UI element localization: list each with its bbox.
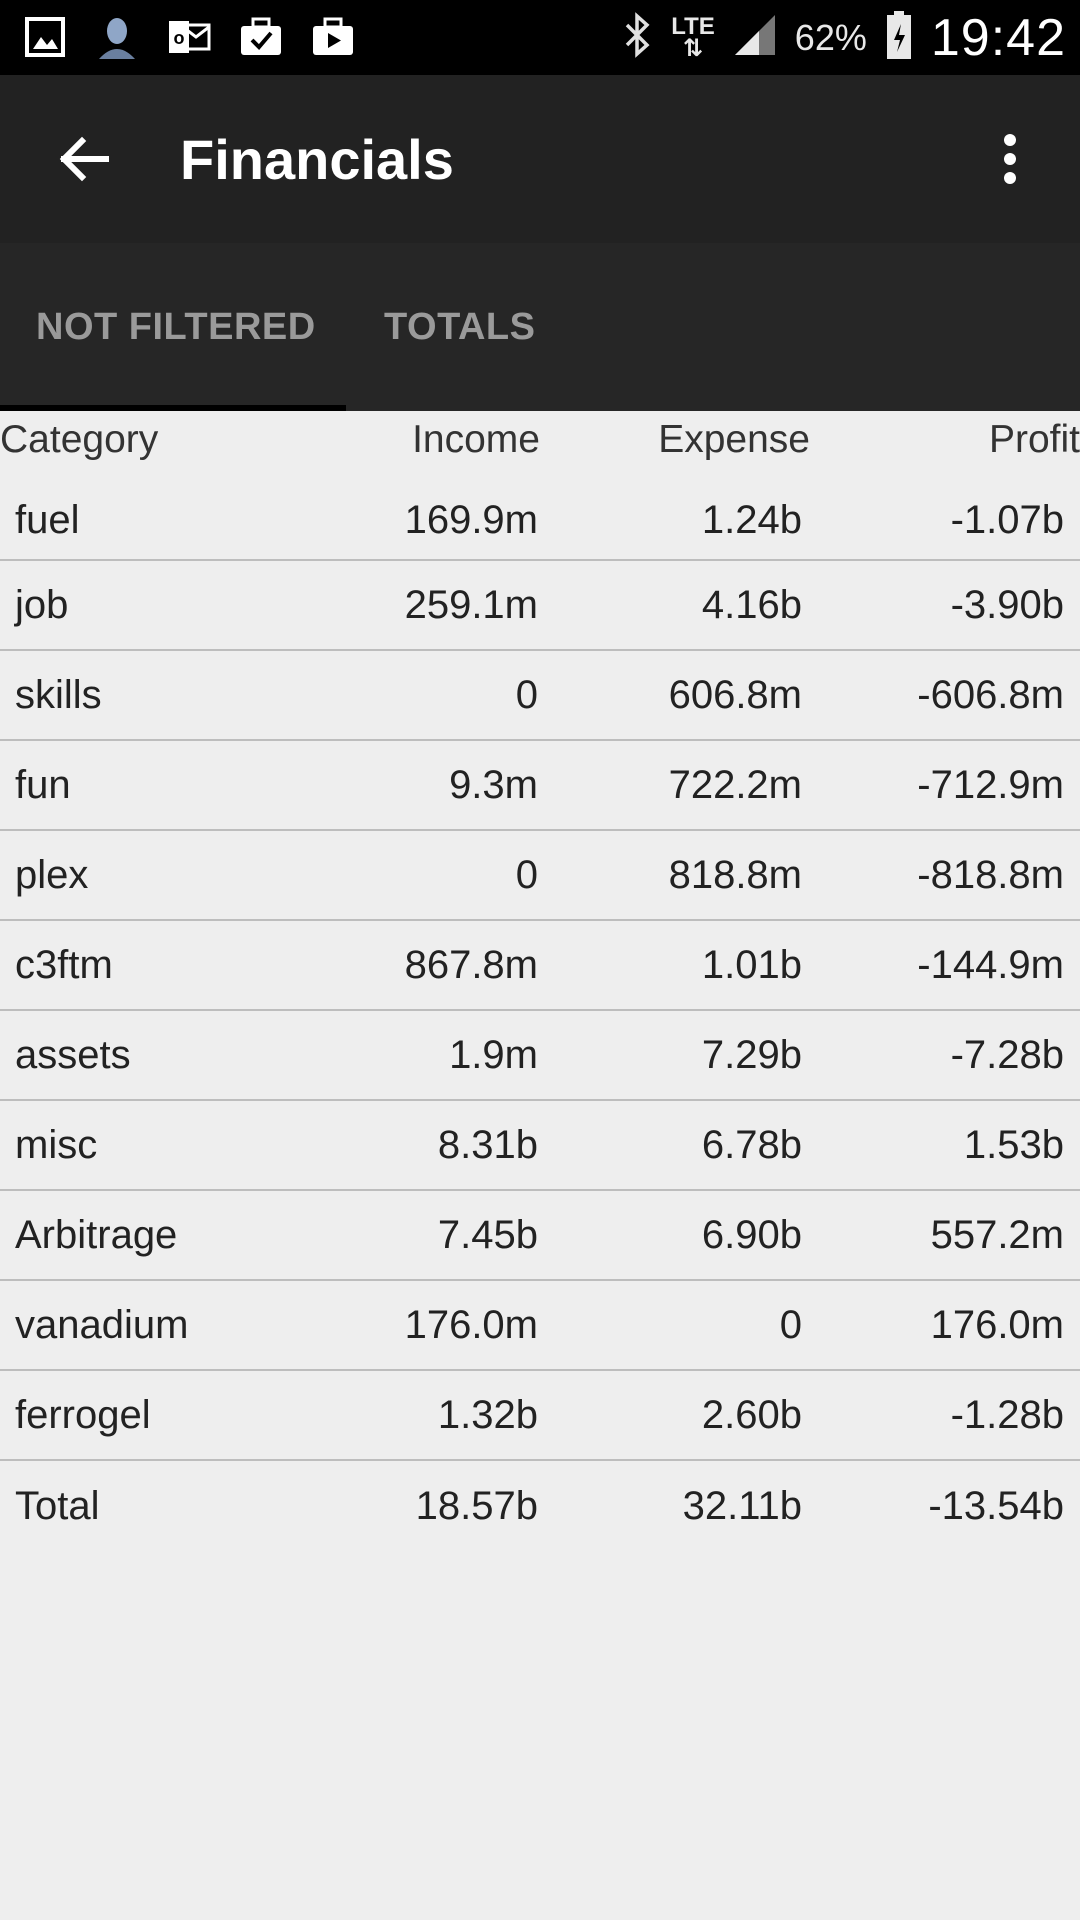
battery-percent: 62% [794,16,867,58]
cell-expense: 4.16b [701,582,802,627]
briefcase-check-icon [238,14,284,60]
cell-profit: 1.53b [963,1122,1064,1167]
cell-income: 867.8m [404,942,538,987]
notification-icons: o [22,14,356,60]
cell-income: 176.0m [404,1302,538,1347]
cell-category: c3ftm [15,942,113,987]
cell-profit: -1.07b [950,497,1064,542]
tab-totals[interactable]: TOTALS [384,305,536,348]
cell-profit: -1.28b [950,1392,1064,1437]
tab-bar: NOT FILTERED TOTALS [0,243,1080,411]
cell-expense: 6.78b [701,1122,802,1167]
cell-category: job [15,582,69,627]
cell-category: Total [15,1483,100,1528]
tab-not-filtered[interactable]: NOT FILTERED [36,305,316,348]
cell-profit: -13.54b [928,1483,1064,1528]
system-status: LTE ⇅ 62% 19:42 [623,0,1066,75]
table-row[interactable]: misc 8.31b 6.78b 1.53b [0,1101,1080,1191]
financials-table: Category Income Expense Profit fuel 169.… [0,411,1080,1551]
table-header: Category Income Expense Profit [0,411,1080,481]
cell-category: vanadium [15,1302,189,1347]
table-row[interactable]: fuel 169.9m 1.24b -1.07b [0,481,1080,561]
tab-selected-indicator [0,405,346,411]
data-arrows-icon: ⇅ [682,34,704,62]
cell-profit: -712.9m [917,762,1064,807]
cell-income: 9.3m [449,762,538,807]
gallery-icon [22,14,68,60]
table-row[interactable]: plex 0 818.8m -818.8m [0,831,1080,921]
table-row[interactable]: Arbitrage 7.45b 6.90b 557.2m [0,1191,1080,1281]
cell-expense: 1.01b [701,942,802,987]
table-row[interactable]: vanadium 176.0m 0 176.0m [0,1281,1080,1371]
table-row[interactable]: c3ftm 867.8m 1.01b -144.9m [0,921,1080,1011]
cell-income: 1.32b [437,1392,538,1437]
table-row[interactable]: fun 9.3m 722.2m -712.9m [0,741,1080,831]
outlook-icon: o [166,14,212,60]
cell-profit: -144.9m [917,942,1064,987]
cell-income: 1.9m [449,1032,538,1077]
cell-profit: 176.0m [930,1302,1064,1347]
table-row[interactable]: assets 1.9m 7.29b -7.28b [0,1011,1080,1101]
header-expense: Expense [658,418,810,461]
more-vert-icon [1004,134,1016,184]
cell-profit: -3.90b [950,582,1064,627]
cell-expense: 818.8m [668,852,802,897]
cell-expense: 2.60b [701,1392,802,1437]
cell-expense: 6.90b [701,1212,802,1257]
status-bar: o LTE ⇅ 62% 19:42 [0,0,1080,75]
cell-expense: 32.11b [682,1483,802,1528]
cell-income: 8.31b [437,1122,538,1167]
cell-category: ferrogel [15,1392,151,1437]
cell-expense: 1.24b [701,497,802,542]
cell-income: 0 [515,852,538,897]
back-button[interactable] [44,119,124,199]
bluetooth-icon [623,12,653,63]
cell-category: plex [15,852,89,897]
table-row-total[interactable]: Total 18.57b 32.11b -13.54b [0,1461,1080,1551]
battery-icon [885,10,913,65]
page-title: Financials [180,128,454,191]
cell-category: assets [15,1032,131,1077]
cell-category: skills [15,672,102,717]
play-store-icon [310,14,356,60]
signal-icon [733,13,777,62]
app-bar: Financials [0,75,1080,243]
cell-category: Arbitrage [15,1212,178,1257]
clock: 19:42 [930,8,1066,67]
cell-profit: -7.28b [950,1032,1064,1077]
cell-category: misc [15,1122,98,1167]
network-type-label: LTE ⇅ [671,12,715,62]
header-profit: Profit [988,418,1080,461]
cell-profit: -606.8m [917,672,1064,717]
table-row[interactable]: ferrogel 1.32b 2.60b -1.28b [0,1371,1080,1461]
table-row[interactable]: skills 0 606.8m -606.8m [0,651,1080,741]
cell-income: 18.57b [415,1483,538,1528]
cell-income: 7.45b [437,1212,538,1257]
cell-profit: -818.8m [917,852,1064,897]
table-row[interactable]: job 259.1m 4.16b -3.90b [0,561,1080,651]
cell-category: fun [15,762,71,807]
network-type-text: LTE [671,12,715,40]
svg-text:o: o [174,28,185,48]
cell-expense: 722.2m [668,762,802,807]
cell-income: 0 [515,672,538,717]
cell-income: 259.1m [404,582,538,627]
cell-expense: 606.8m [668,672,802,717]
arrow-left-icon [59,136,109,182]
cell-category: fuel [15,497,80,542]
header-category: Category [0,418,159,461]
cell-expense: 0 [779,1302,802,1347]
cell-profit: 557.2m [930,1212,1064,1257]
contact-icon [94,14,140,60]
header-income: Income [412,418,540,461]
cell-income: 169.9m [404,497,538,542]
overflow-menu-button[interactable] [980,119,1040,199]
cell-expense: 7.29b [701,1032,802,1077]
